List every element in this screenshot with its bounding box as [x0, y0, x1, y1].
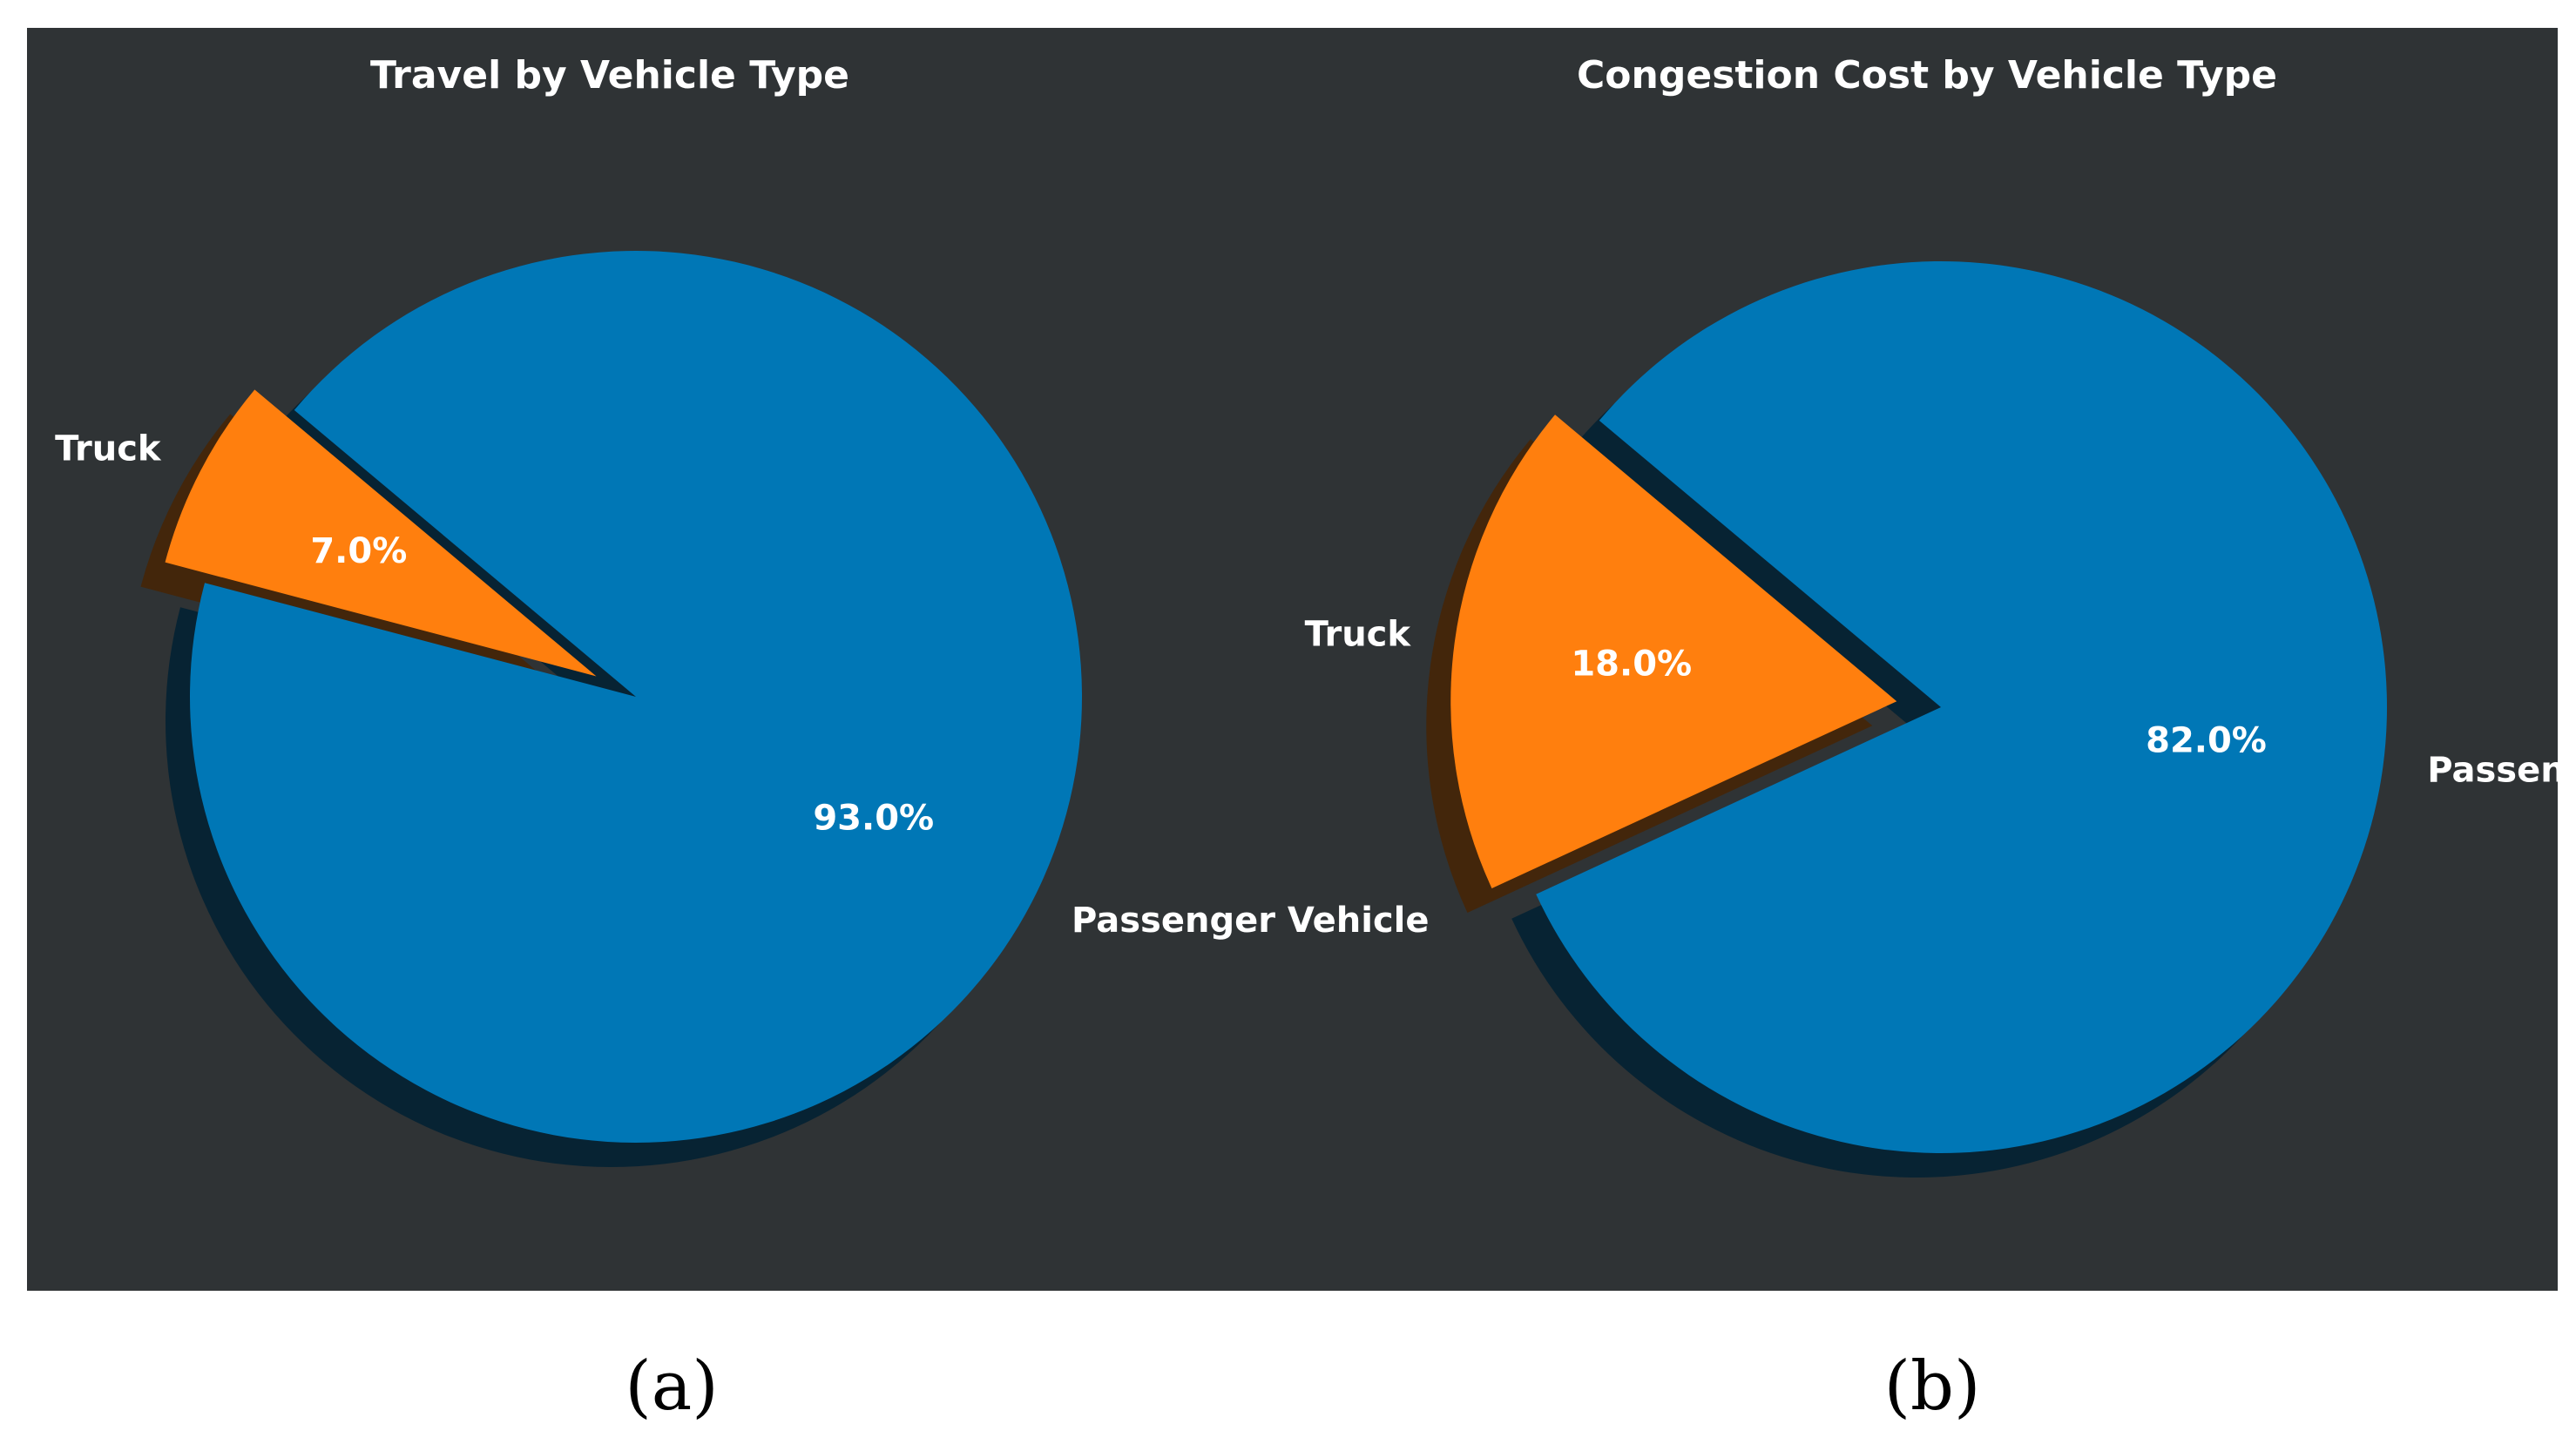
pie-slices — [1450, 261, 2387, 1154]
pie-labels: 7.0% Truck 93.0% Passenger Vehicle — [55, 429, 1429, 941]
pie-percent-label-passenger-vehicle: 93.0% — [813, 798, 934, 838]
pie-percent-label-truck: 18.0% — [1571, 645, 1692, 685]
pie-slice-passenger-vehicle — [1536, 261, 2387, 1154]
chart-title: Congestion Cost by Vehicle Type — [1577, 53, 2277, 98]
pie-percent-label-passenger-vehicle: 82.0% — [2146, 721, 2267, 761]
pie-slice-truck — [1450, 415, 1897, 888]
pie-labels: 18.0% Truck 82.0% Passenger Vehicle — [1305, 615, 2576, 791]
pie-category-label-truck: Truck — [1305, 615, 1412, 655]
pie-percent-label-truck: 7.0% — [310, 531, 407, 571]
pie-category-label-passenger-vehicle: Passenger Vehicle — [1072, 901, 1430, 941]
pie-slices — [165, 251, 1082, 1143]
pie-slice-truck — [165, 389, 597, 677]
pie-category-label-truck: Truck — [55, 429, 162, 469]
pie-panel-travel: Travel by Vehicle Type 7.0% Truck 93.0% Pas… — [55, 53, 1430, 1167]
panel-label-a: (a) — [625, 1347, 718, 1426]
panel-label-b: (b) — [1884, 1347, 1981, 1426]
pie-category-label-passenger-vehicle: Passenger Vehicle — [2427, 750, 2576, 790]
pie-slice-passenger-vehicle — [190, 251, 1082, 1143]
pie-panel-congestion: Congestion Cost by Vehicle Type 18.0% Tru… — [1305, 53, 2576, 1178]
chart-title: Travel by Vehicle Type — [370, 53, 849, 98]
